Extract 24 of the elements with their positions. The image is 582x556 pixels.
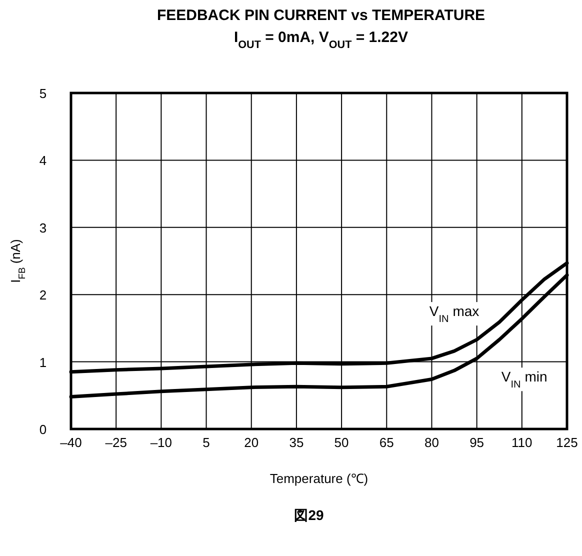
x-tick-label: 95 — [470, 435, 484, 450]
x-tick-label: –40 — [60, 435, 82, 450]
y-tick-label: 3 — [39, 220, 47, 236]
x-tick-label: –10 — [150, 435, 172, 450]
x-tick-label: 110 — [512, 435, 532, 450]
y-tick-label: 1 — [39, 354, 47, 370]
x-tick-label: 5 — [202, 435, 210, 450]
series-label: V$_{IN}$ max — [429, 303, 480, 325]
y-tick-label: 5 — [39, 86, 47, 101]
chart-title: FEEDBACK PIN CURRENT vs TEMPERATURE — [156, 7, 486, 24]
chart-subtitle: I$_{OUT}$ = 0mA, V$_{OUT}$ = 1.22V — [234, 29, 408, 51]
x-tick-label: 80 — [424, 435, 439, 450]
x-tick-label: –25 — [105, 435, 127, 450]
x-axis-title: Temperature (℃) — [270, 471, 368, 486]
caption: 図29 — [294, 507, 324, 523]
series-label: V$_{IN}$ min — [501, 368, 548, 390]
x-tick-label: 65 — [379, 435, 394, 450]
y-tick-label: 4 — [39, 153, 47, 168]
x-tick-label: 125 — [556, 435, 578, 450]
y-tick-label: 0 — [39, 422, 47, 437]
x-tick-label: 35 — [289, 435, 304, 450]
x-tick-label: 20 — [244, 435, 259, 450]
x-tick-label: 50 — [334, 435, 349, 450]
y-tick-label: 2 — [39, 288, 47, 303]
